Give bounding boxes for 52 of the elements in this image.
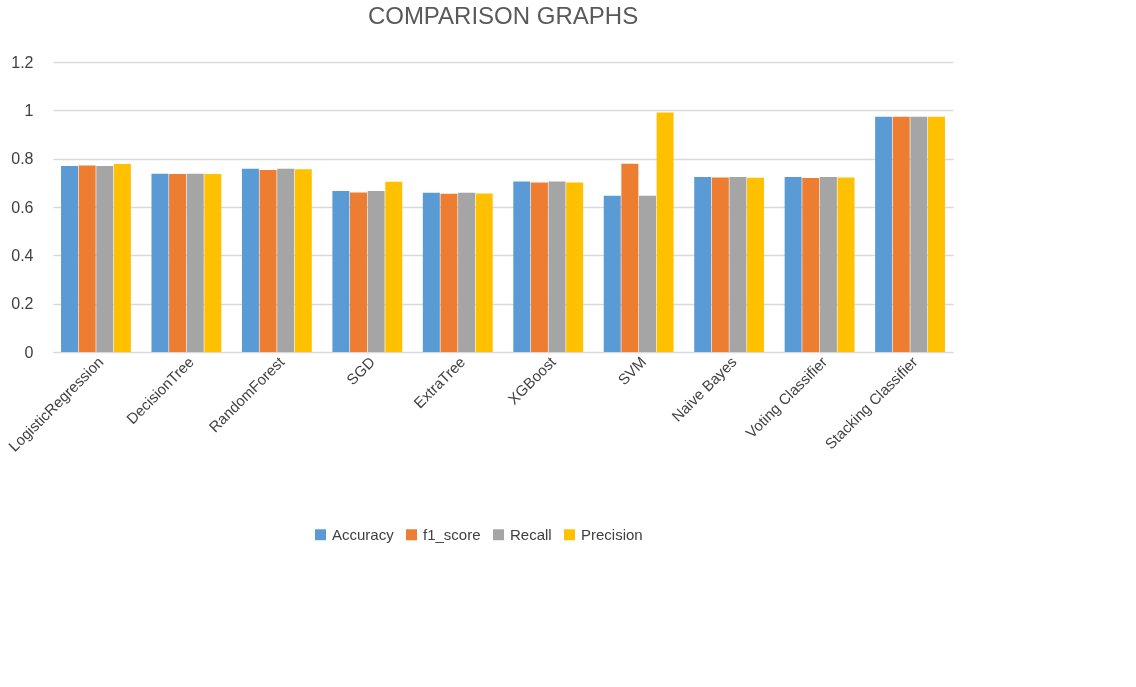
bar xyxy=(169,173,187,352)
bar xyxy=(711,177,729,352)
bar xyxy=(566,182,584,352)
y-tick-label: 0.8 xyxy=(11,150,34,168)
bar xyxy=(151,173,169,352)
y-tick-label: 1.2 xyxy=(11,53,34,71)
bar xyxy=(910,116,928,352)
y-tick-label: 0.2 xyxy=(11,295,34,313)
bar xyxy=(892,116,910,352)
bar xyxy=(729,177,747,352)
bar xyxy=(113,163,131,352)
bar xyxy=(277,168,295,352)
bar xyxy=(475,193,493,352)
legend-label: Recall xyxy=(510,525,552,543)
legend-label: f1_score xyxy=(423,525,481,543)
bar xyxy=(784,177,802,352)
legend-label: Accuracy xyxy=(332,525,395,543)
bar xyxy=(802,178,820,352)
bar xyxy=(241,168,259,352)
y-tick-label: 0 xyxy=(24,343,34,361)
bar xyxy=(204,173,222,352)
bar xyxy=(458,192,476,352)
bar xyxy=(875,116,893,352)
bar xyxy=(638,195,656,352)
y-tick-label: 0.6 xyxy=(11,198,34,216)
bar xyxy=(96,165,114,352)
bar xyxy=(294,169,312,352)
bar xyxy=(747,177,765,352)
bar xyxy=(603,195,621,352)
legend-label: Precision xyxy=(581,525,643,543)
bar xyxy=(694,177,712,352)
bar xyxy=(367,191,385,352)
y-tick-label: 0.4 xyxy=(11,246,34,264)
bar xyxy=(332,191,350,352)
bar xyxy=(440,193,458,352)
bar xyxy=(819,177,837,352)
bar xyxy=(656,112,674,352)
bar xyxy=(530,182,548,352)
bar xyxy=(422,192,440,352)
chart-title: COMPARISON GRAPHS xyxy=(367,2,639,29)
bar xyxy=(621,163,639,352)
bar xyxy=(78,165,96,352)
bar xyxy=(837,177,855,352)
bar xyxy=(548,181,566,352)
y-tick-label: 1 xyxy=(24,101,34,119)
bar xyxy=(186,173,204,352)
bar xyxy=(927,116,945,352)
bar xyxy=(259,170,277,352)
bar xyxy=(385,181,403,352)
bar xyxy=(350,192,368,352)
bar xyxy=(513,181,531,352)
bar xyxy=(61,165,79,352)
